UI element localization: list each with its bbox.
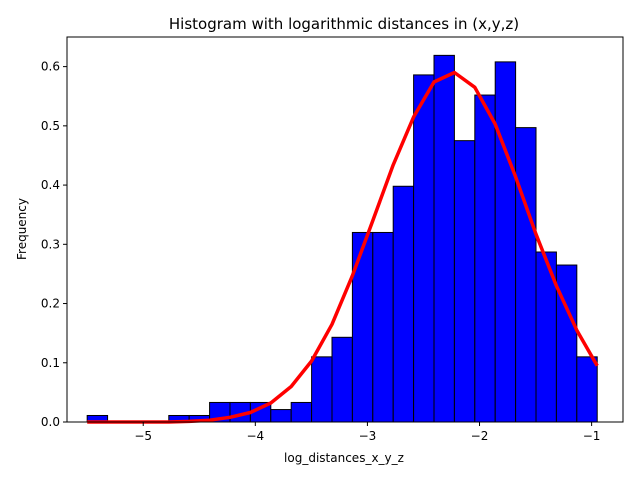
x-tick-label: −2 bbox=[471, 429, 489, 443]
y-tick-label: 0.5 bbox=[41, 119, 60, 133]
y-tick-label: 0.2 bbox=[41, 297, 60, 311]
histogram-bar bbox=[494, 61, 517, 423]
y-tick-label: 0.3 bbox=[41, 237, 60, 251]
chart-title: Histogram with logarithmic distances in … bbox=[169, 15, 519, 33]
y-tick-label: 0.6 bbox=[41, 60, 60, 74]
x-tick-label: −5 bbox=[134, 429, 152, 443]
histogram-bar bbox=[372, 231, 394, 423]
histogram-bar bbox=[290, 401, 313, 423]
histogram-bar bbox=[576, 356, 598, 423]
x-tick-label: −3 bbox=[359, 429, 377, 443]
histogram-bar bbox=[474, 94, 496, 423]
histogram-bar bbox=[515, 127, 537, 423]
plot-frame bbox=[66, 36, 624, 423]
y-axis-label: Frequency bbox=[15, 198, 29, 260]
histogram-bar bbox=[270, 409, 292, 423]
histogram-bar bbox=[351, 231, 374, 423]
bars bbox=[86, 54, 598, 423]
x-tick-label: −4 bbox=[246, 429, 264, 443]
y-tick-label: 0.0 bbox=[41, 415, 60, 429]
x-axis-label: log_distances_x_y_z bbox=[284, 451, 404, 465]
y-axis-ticks: 0.0 0.1 0.2 0.3 0.4 0.5 0.6 bbox=[41, 60, 67, 429]
x-axis-ticks: −5 −4 −3 −2 −1 bbox=[134, 422, 600, 443]
histogram-bar bbox=[433, 54, 455, 423]
histogram-bar bbox=[413, 74, 435, 423]
histogram-bar bbox=[331, 336, 353, 423]
histogram-bar bbox=[392, 185, 415, 423]
x-tick-label: −1 bbox=[583, 429, 601, 443]
y-tick-label: 0.4 bbox=[41, 178, 60, 192]
histogram-bar bbox=[311, 356, 333, 423]
y-tick-label: 0.1 bbox=[41, 356, 60, 370]
histogram-bar bbox=[453, 140, 476, 423]
